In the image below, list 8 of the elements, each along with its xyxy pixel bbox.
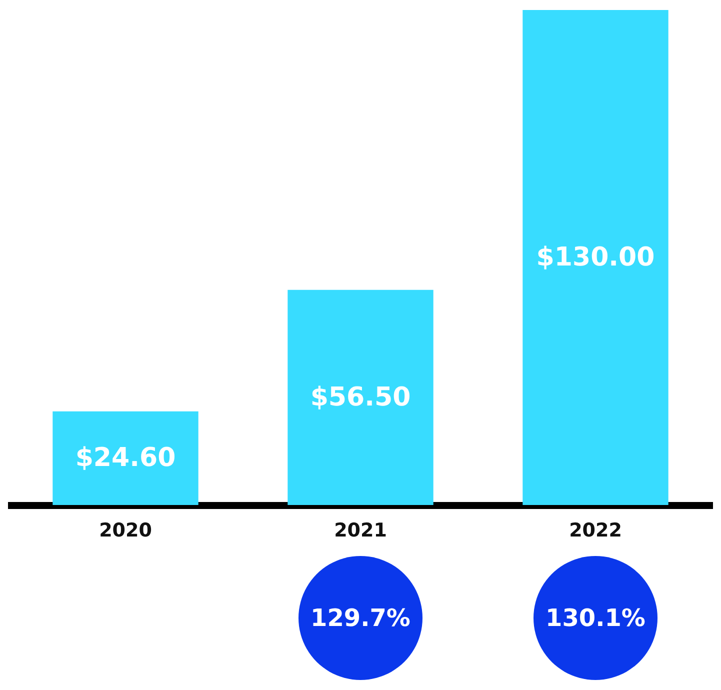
x-tick-label: 2020 bbox=[99, 520, 152, 542]
x-tick-label: 2021 bbox=[334, 520, 387, 542]
x-tick-label: 2022 bbox=[569, 520, 622, 542]
data-label: $56.50 bbox=[310, 382, 411, 412]
text: 130.1% bbox=[546, 604, 646, 632]
text: 129.7% bbox=[310, 604, 410, 632]
data-label: $130.00 bbox=[536, 242, 655, 272]
data-label: $24.60 bbox=[75, 443, 176, 474]
